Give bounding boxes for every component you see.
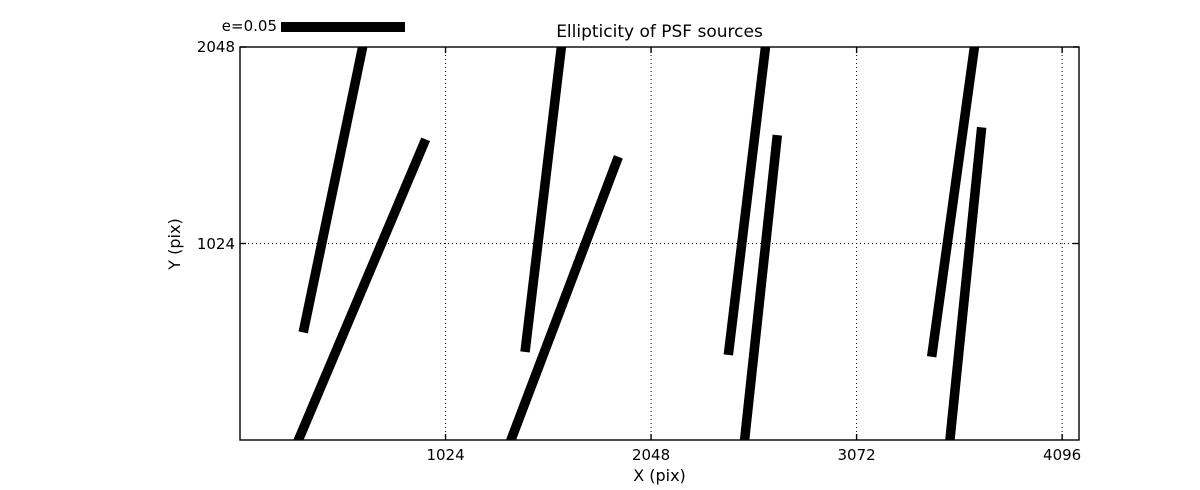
x-tick-label-1024: 1024 [426,446,465,464]
whisker-layer [293,47,987,440]
x-tick-label-4096: 4096 [1043,446,1082,464]
psf-whisker [505,155,623,440]
psf-whisker [520,47,567,353]
y-tick-label-2048: 2048 [196,38,235,56]
chart-title: Ellipticity of PSF sources [556,22,763,42]
scale-legend-label: e=0.05 [221,17,277,35]
psf-whisker [298,47,368,334]
x-tick-label-2048: 2048 [631,446,671,464]
psf-whisker [739,134,783,440]
psf-whisker [293,137,431,440]
psf-whisker [723,47,771,356]
psf-whisker [926,47,980,358]
plot-border [239,46,1080,441]
scale-legend-bar [281,22,405,32]
y-tick-label-1024: 1024 [196,234,235,253]
psf-whisker [945,126,987,440]
x-axis-label: X (pix) [633,466,686,485]
x-tick-label-3072: 3072 [837,446,876,464]
